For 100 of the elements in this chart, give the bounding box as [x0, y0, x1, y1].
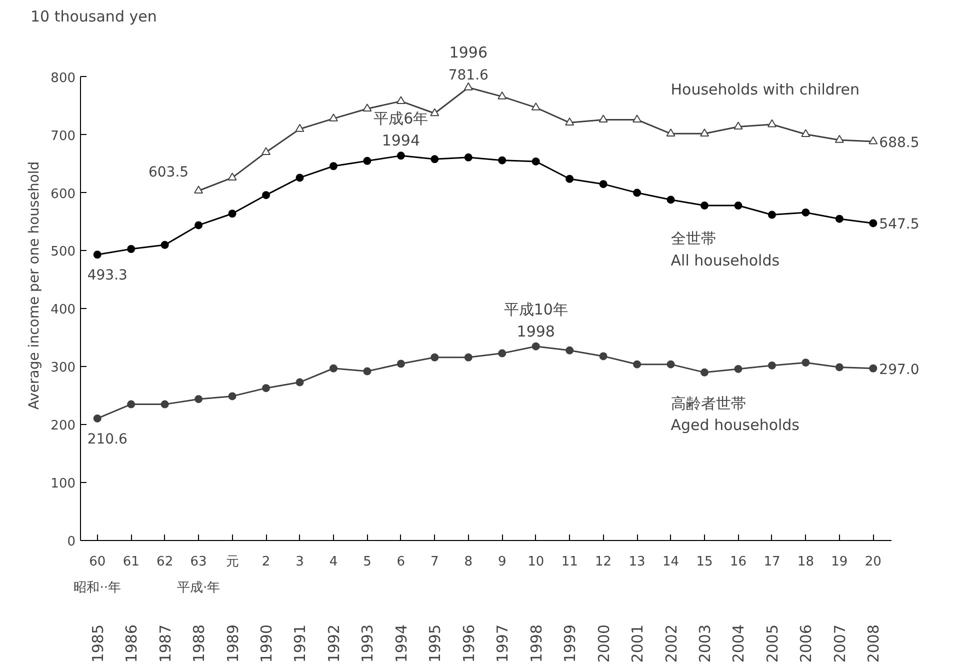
point — [362, 104, 372, 112]
point — [464, 353, 472, 362]
point — [700, 368, 709, 376]
x-tick-label: 62 — [156, 554, 174, 570]
text: 1990 — [258, 624, 276, 663]
y-tick-label: 0 — [67, 534, 76, 550]
point — [194, 186, 204, 194]
annotation: 平成6年 — [374, 110, 428, 128]
text: 昭和··年 — [74, 580, 121, 596]
y-axis-title: Average income per one household — [26, 161, 43, 410]
x-tick-label: 18 — [797, 554, 814, 570]
text: 2002 — [662, 624, 680, 663]
data-label: 781.6 — [448, 68, 489, 84]
point — [228, 172, 237, 181]
point — [767, 119, 776, 128]
data-label: 603.5 — [148, 164, 189, 181]
text: 1985 — [88, 624, 107, 663]
point — [296, 174, 304, 182]
data-label: 547.5 — [879, 216, 920, 233]
x-tick-label: 7 — [430, 554, 439, 570]
point — [127, 400, 136, 408]
point — [531, 102, 540, 110]
data-label: 297.0 — [879, 362, 920, 378]
point — [430, 353, 439, 362]
point — [430, 108, 440, 116]
point — [666, 196, 675, 204]
point — [835, 214, 844, 223]
annotation: 1996 — [449, 44, 488, 62]
text: 1994 — [392, 624, 410, 663]
point — [396, 152, 405, 160]
series-label: 高齢者世帯 Aged households — [670, 394, 800, 434]
x-tick-label: 14 — [662, 554, 680, 570]
point — [396, 96, 406, 104]
point — [329, 364, 338, 372]
point — [566, 174, 574, 183]
annotation: 1994 — [382, 132, 420, 150]
x-tick-label: 61 — [122, 554, 140, 570]
x-tick-label: 16 — [730, 554, 747, 570]
point — [93, 250, 102, 259]
text: 1998 — [527, 624, 546, 663]
text: 1991 — [291, 624, 310, 663]
point — [127, 244, 136, 253]
point — [228, 210, 236, 218]
point — [802, 358, 810, 367]
text: 2006 — [797, 624, 816, 663]
text: 2008 — [864, 624, 883, 663]
point — [93, 414, 102, 422]
text: Households with children — [670, 80, 860, 99]
text: 2004 — [730, 624, 748, 663]
point — [228, 392, 236, 400]
point — [396, 360, 405, 368]
point — [633, 360, 642, 368]
point — [834, 134, 844, 143]
x-tick-label: 6 — [396, 554, 406, 570]
point — [160, 240, 169, 249]
point — [565, 118, 574, 126]
text: 1999 — [561, 624, 580, 663]
point — [802, 208, 810, 216]
point — [194, 395, 203, 404]
point — [363, 156, 372, 165]
annotation: 1998 — [516, 322, 555, 340]
x-tick-label: 3 — [296, 554, 304, 570]
point — [262, 384, 270, 392]
text: 10 thousand yen — [30, 8, 157, 26]
text: 2003 — [696, 624, 714, 663]
point — [295, 124, 304, 132]
point — [532, 157, 540, 166]
text: 1995 — [426, 624, 444, 663]
point — [329, 162, 338, 170]
x-tick-label: 2 — [262, 554, 270, 570]
x-tick-label: 63 — [190, 554, 207, 570]
text: 2000 — [594, 624, 613, 663]
y-tick-label: 600 — [50, 186, 76, 202]
text: 平成·年 — [176, 580, 220, 596]
text: 1987 — [156, 624, 174, 663]
y-tick-label: 500 — [50, 244, 76, 260]
point — [598, 114, 608, 123]
x-tick-label: 19 — [831, 554, 848, 570]
x-tick-label: 17 — [764, 554, 780, 570]
point — [768, 210, 776, 219]
point — [632, 114, 642, 123]
x-tick-label: 5 — [363, 554, 372, 570]
point — [194, 221, 203, 230]
text: 1993 — [358, 624, 377, 663]
x-tick-label: 20 — [864, 554, 882, 570]
point — [464, 153, 472, 162]
text: 1992 — [324, 624, 343, 663]
point — [633, 188, 642, 197]
point — [666, 360, 675, 368]
text: 1996 — [460, 624, 478, 663]
x-tick-label: 4 — [329, 554, 338, 570]
point — [801, 129, 810, 138]
x-tick-label: 8 — [464, 554, 473, 570]
point — [566, 346, 574, 354]
x-tick-label: 元 — [226, 554, 239, 570]
y-tick-label: 300 — [50, 360, 76, 376]
data-label: 688.5 — [879, 134, 920, 151]
point — [262, 191, 270, 200]
y-tick-label: 400 — [50, 302, 76, 318]
point — [430, 155, 439, 164]
